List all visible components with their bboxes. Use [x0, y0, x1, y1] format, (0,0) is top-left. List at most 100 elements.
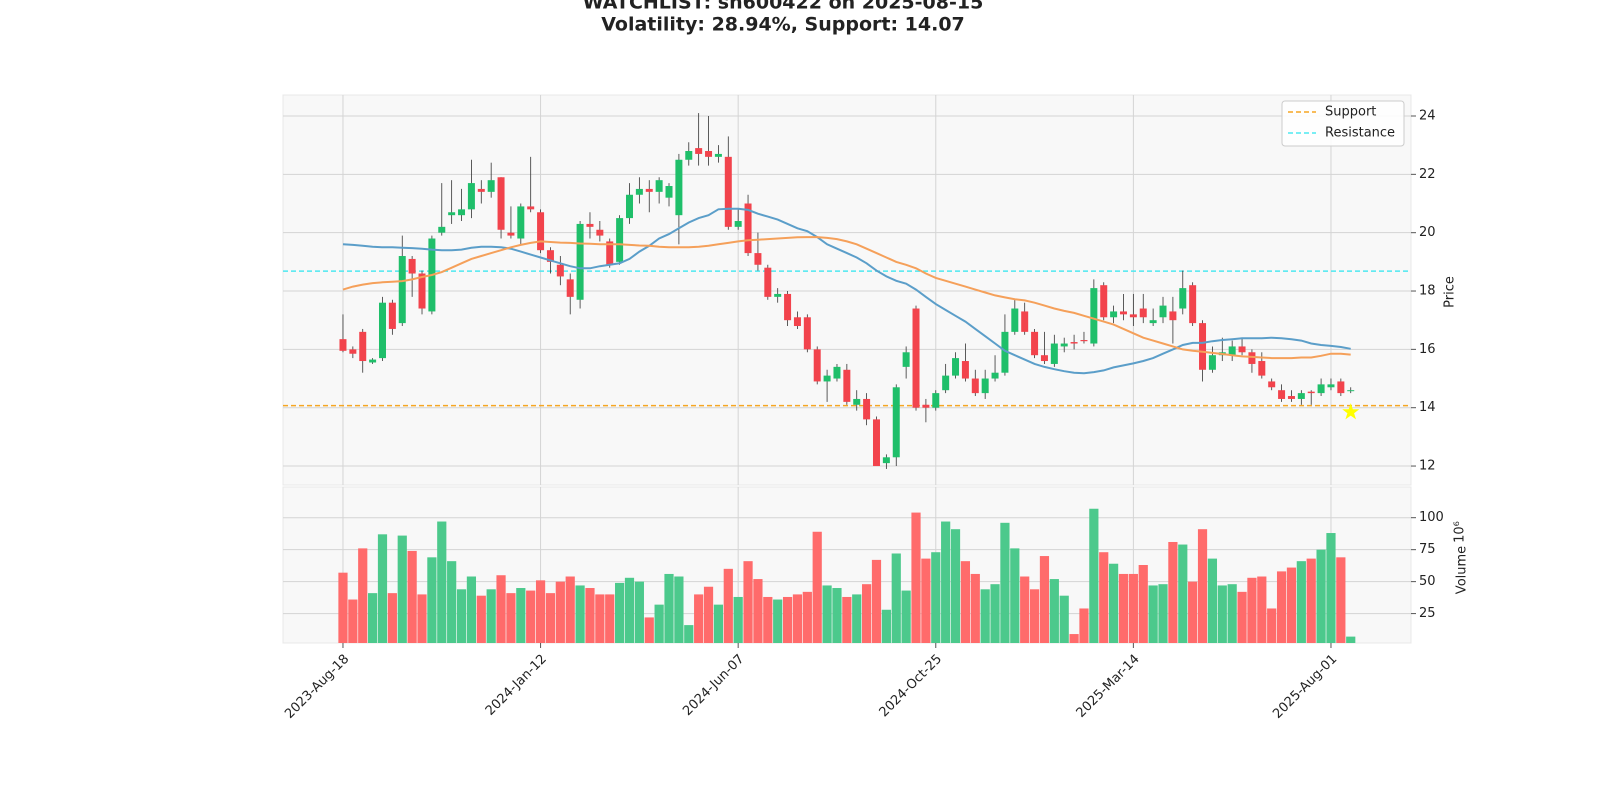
- price-panel: [282, 94, 1412, 486]
- candle-body: [724, 156, 732, 227]
- candle-body: [892, 387, 900, 458]
- volume-bar: [1296, 561, 1306, 643]
- candle-body: [1268, 381, 1276, 388]
- candle-body: [1208, 355, 1216, 370]
- volume-bar: [1059, 595, 1069, 643]
- candle-body: [1001, 331, 1009, 373]
- candle-body: [1307, 391, 1315, 394]
- volume-bar: [565, 576, 575, 643]
- candle-body: [991, 372, 999, 379]
- candle-body: [487, 180, 495, 192]
- volume-bar: [812, 531, 822, 643]
- candle-body: [566, 279, 574, 297]
- volume-bar: [447, 561, 457, 643]
- volume-bar: [674, 576, 684, 643]
- candle-body: [1129, 314, 1137, 318]
- candle-body: [418, 273, 426, 309]
- volume-bar: [773, 599, 783, 643]
- candle-body: [1287, 396, 1295, 399]
- candle-body: [1278, 390, 1286, 399]
- y-tick-label: 22: [1419, 167, 1436, 182]
- volume-bar: [1257, 576, 1267, 643]
- candle-body: [1238, 346, 1246, 353]
- star-marker: [1342, 403, 1360, 420]
- volume-bar: [733, 596, 743, 643]
- candle-body: [1179, 288, 1187, 309]
- candle-body: [1347, 390, 1355, 392]
- volume-bar: [1207, 558, 1218, 643]
- candle-body: [1159, 305, 1167, 318]
- volume-bar: [1049, 579, 1059, 643]
- candle-body: [872, 419, 880, 467]
- candle-body: [339, 339, 347, 351]
- volume-bar: [1276, 571, 1287, 643]
- candle-body: [1031, 331, 1039, 356]
- volume-bar: [1079, 608, 1089, 643]
- chart-title: WATCHLIST: sh600422 on 2025-08-15: [583, 0, 984, 14]
- candle-body: [1189, 285, 1197, 324]
- candle-body: [734, 221, 742, 227]
- candle-body: [695, 148, 703, 154]
- candle-body: [349, 349, 357, 354]
- volume-bar: [496, 575, 506, 643]
- volume-bar: [407, 550, 417, 643]
- volume-bar: [990, 584, 1000, 643]
- volume-bar: [723, 568, 733, 643]
- candle-body: [477, 188, 485, 192]
- candle-body: [616, 218, 624, 262]
- y-tick-label: 20: [1419, 225, 1436, 240]
- volume-bar: [516, 588, 526, 643]
- volume-bar: [1148, 585, 1158, 643]
- volume-bar: [486, 589, 496, 643]
- candle-body: [675, 159, 683, 216]
- volume-bar: [654, 604, 664, 643]
- candle-body: [467, 183, 475, 210]
- candle-body: [1110, 311, 1118, 318]
- y-tick-label: 75: [1419, 542, 1436, 557]
- volume-bar: [1039, 556, 1050, 643]
- x-tick-label: 2025-Mar-14: [1074, 652, 1143, 721]
- candle-body: [369, 359, 377, 363]
- volume-bar: [960, 561, 971, 643]
- candle-body: [843, 369, 851, 402]
- candle-body: [981, 378, 989, 394]
- candle-body: [902, 352, 910, 367]
- volume-bar: [526, 590, 536, 643]
- volume-bar: [466, 576, 477, 643]
- volume-bar: [980, 589, 990, 643]
- volume-bar: [1217, 585, 1227, 643]
- volume-bar: [950, 529, 961, 643]
- candle-body: [1080, 340, 1088, 342]
- ma-line: [342, 236, 1351, 360]
- volume-bar: [891, 553, 901, 643]
- volume-bar: [624, 577, 635, 643]
- volume-bar: [871, 559, 882, 643]
- x-tick-label: 2024-Jan-12: [483, 652, 550, 719]
- candle-body: [793, 317, 801, 327]
- volume-bar: [358, 548, 368, 643]
- volume-bar: [1197, 529, 1208, 643]
- volume-bar: [782, 596, 793, 643]
- candle-body: [497, 177, 505, 230]
- candle-body: [853, 398, 861, 405]
- candle-body: [744, 203, 752, 254]
- candle-body: [705, 151, 713, 157]
- volume-bar: [1286, 567, 1297, 643]
- candle-body: [714, 153, 722, 157]
- volume-bar: [535, 580, 546, 643]
- volume-bar: [644, 617, 654, 643]
- y-tick-label: 24: [1419, 109, 1436, 124]
- candle-body: [388, 302, 396, 329]
- y-tick-label: 25: [1419, 606, 1436, 621]
- volume-bar: [585, 588, 595, 643]
- volume-bar: [743, 561, 753, 643]
- candle-body: [882, 457, 890, 464]
- x-tick-label: 2023-Aug-18: [282, 652, 352, 722]
- candle-body: [625, 194, 633, 219]
- volume-bar: [1237, 591, 1247, 643]
- candle-body: [398, 256, 406, 324]
- volume-bar: [387, 593, 397, 643]
- candle-body: [685, 151, 693, 160]
- volume-bar: [1029, 589, 1040, 643]
